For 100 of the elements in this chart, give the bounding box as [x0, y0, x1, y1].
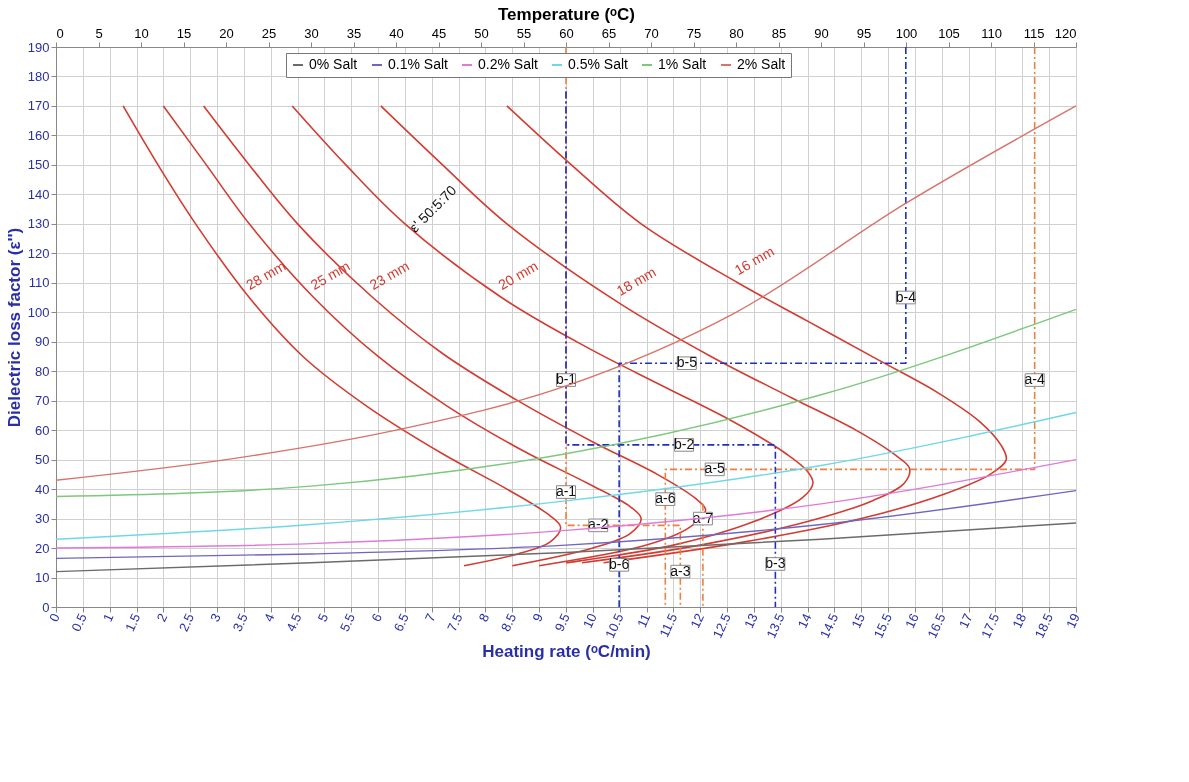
y-tick-label: 180 — [27, 68, 50, 84]
annotation: b-1 — [555, 371, 577, 388]
x-tick-label: 8 — [475, 611, 493, 625]
x-tick-label: 1 — [99, 611, 117, 625]
x2-tick-label: 115 — [1023, 25, 1045, 41]
x-tick-label: 11.5 — [656, 611, 681, 640]
legend-label: 2% Salt — [737, 56, 786, 72]
legend-label: 0.5% Salt — [568, 56, 629, 72]
x-tick-label: 12 — [687, 611, 708, 631]
x2-tick-label: 90 — [814, 25, 829, 41]
y-tick-label: 100 — [27, 304, 50, 320]
legend-label: 0% Salt — [309, 56, 358, 72]
legend-label: 0.2% Salt — [478, 56, 539, 72]
x-tick-label: 5 — [314, 611, 332, 625]
y-axis-title: Dielectric loss factor (ε'') — [4, 227, 24, 428]
y-tick-label: 170 — [27, 98, 50, 114]
x2-tick-label: 55 — [516, 25, 532, 41]
x-tick-label: 1.5 — [122, 611, 144, 634]
x-tick-label: 14.5 — [816, 611, 842, 641]
x-tick-label: 9.5 — [551, 611, 573, 634]
x-tick-label: 13 — [741, 611, 761, 631]
x2-tick-label: 95 — [856, 25, 872, 41]
x2-tick-label: 40 — [389, 25, 404, 41]
annotation: b-5 — [676, 354, 698, 371]
x-tick-label: 2 — [153, 611, 171, 625]
annotation: a-6 — [655, 490, 676, 507]
x2-tick-label: 100 — [895, 25, 918, 41]
y-tick-label: 70 — [35, 393, 50, 409]
x-tick-label: 7.5 — [444, 611, 466, 634]
x-tick-label: 15.5 — [870, 611, 895, 641]
x2-tick-label: 110 — [981, 25, 1002, 41]
x-tick-label: 4 — [260, 611, 278, 625]
annotation: b-3 — [765, 554, 786, 571]
x2-tick-label: 70 — [644, 25, 659, 41]
y-tick-label: 40 — [35, 481, 50, 497]
text: 20 mm — [495, 257, 541, 293]
x2-axis-title: Temperature (ᵒC) — [497, 4, 636, 24]
x-tick-label: 18.5 — [1031, 611, 1056, 641]
y-tick-label: 110 — [28, 275, 50, 291]
x2-tick-label: 10 — [134, 25, 149, 41]
x-tick-label: 17.5 — [978, 611, 1003, 641]
annotation: b-4 — [895, 288, 917, 305]
x-tick-label: 9 — [529, 611, 546, 625]
y-tick-label: 130 — [27, 216, 50, 232]
x-tick-label: 18 — [1009, 611, 1030, 631]
y-tick-label: 190 — [27, 39, 50, 55]
x-tick-label: 2.5 — [175, 611, 198, 634]
text: 25 mm — [307, 257, 353, 293]
y-tick-label: 90 — [35, 334, 50, 350]
x-tick-label: 5.5 — [336, 611, 359, 634]
x2-tick-label: 45 — [431, 25, 447, 41]
x-tick-label: 12.5 — [709, 611, 734, 641]
y-tick-label: 80 — [35, 363, 50, 379]
x2-tick-label: 105 — [938, 25, 960, 41]
x-tick-label: 6.5 — [390, 611, 412, 634]
y-tick-label: 140 — [27, 186, 50, 202]
x-tick-label: 3 — [207, 611, 224, 625]
x2-tick-label: 75 — [686, 25, 702, 41]
y-tick-label: 150 — [27, 157, 50, 173]
x-tick-label: 13.5 — [763, 611, 788, 641]
x-tick-label: 8.5 — [497, 611, 520, 634]
y-tick-label: 20 — [35, 540, 50, 556]
x-tick-label: 14 — [794, 611, 815, 631]
x2-tick-label: 5 — [95, 25, 103, 41]
x-tick-label: 10 — [579, 611, 600, 631]
y-tick-label: 60 — [35, 422, 50, 438]
x-tick-label: 7 — [421, 611, 439, 625]
x-tick-label: 0.5 — [68, 611, 90, 634]
x2-tick-label: 20 — [219, 25, 234, 41]
annotation: a-1 — [555, 483, 577, 500]
y-tick-label: 160 — [27, 127, 50, 143]
x2-tick-label: 65 — [601, 25, 617, 41]
x2-tick-label: 80 — [729, 25, 744, 41]
text: 28 mm — [243, 257, 289, 293]
text: 16 mm — [731, 242, 777, 279]
x2-tick-label: 25 — [261, 25, 277, 41]
x-tick-label: 10.5 — [602, 611, 627, 641]
x-tick-label: 16.5 — [924, 611, 949, 641]
legend-label: 1% Salt — [658, 56, 707, 72]
x-tick-label: 17 — [955, 611, 976, 631]
x2-tick-label: 60 — [559, 25, 574, 41]
x-tick-label: 15 — [848, 611, 869, 631]
x-tick-label: 11 — [634, 611, 654, 630]
x2-tick-label: 35 — [346, 25, 362, 41]
y-tick-label: 10 — [35, 570, 50, 586]
annotation: a-3 — [670, 562, 691, 579]
annotation: a-4 — [1024, 371, 1045, 388]
x-tick-label: 3.5 — [229, 611, 251, 634]
x2-tick-label: 50 — [474, 25, 489, 41]
x2-tick-label: 0 — [56, 25, 64, 41]
y-tick-label: 120 — [27, 245, 50, 261]
x-tick-label: 19 — [1063, 611, 1083, 631]
text: 18 mm — [613, 263, 659, 299]
x-tick-label: 16 — [902, 611, 922, 631]
x-tick-label: 4.5 — [283, 611, 305, 634]
y-tick-label: 50 — [35, 452, 50, 468]
text: 23 mm — [366, 257, 412, 293]
annotation: b-6 — [609, 555, 630, 572]
x2-tick-label: 85 — [771, 25, 787, 41]
x2-tick-label: 30 — [304, 25, 319, 41]
